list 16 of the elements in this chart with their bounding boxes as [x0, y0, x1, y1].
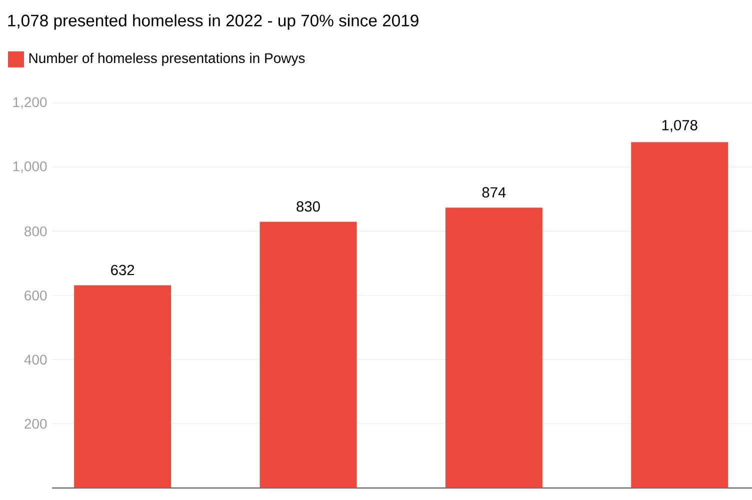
- data-label: 830: [296, 201, 320, 212]
- y-tick-label: 600: [24, 290, 47, 300]
- y-tick-label: 800: [24, 226, 47, 236]
- legend-label: Number of homeless presentations in Powys: [29, 52, 305, 66]
- y-tick-label: 400: [24, 354, 47, 365]
- data-label: 874: [482, 187, 506, 198]
- data-label: 632: [111, 264, 134, 276]
- bar: [74, 285, 172, 488]
- y-tick-label: 1,000: [13, 161, 47, 173]
- data-label: 1,078: [662, 120, 698, 132]
- bar: [445, 208, 542, 488]
- bar: [260, 222, 357, 488]
- bar: [631, 142, 728, 488]
- chart-subtitle: 1,078 presented homeless in 2022 - up 70% since 2019: [8, 14, 418, 30]
- y-tick-label: 200: [24, 418, 47, 429]
- y-tick-label: 1,200: [13, 97, 47, 109]
